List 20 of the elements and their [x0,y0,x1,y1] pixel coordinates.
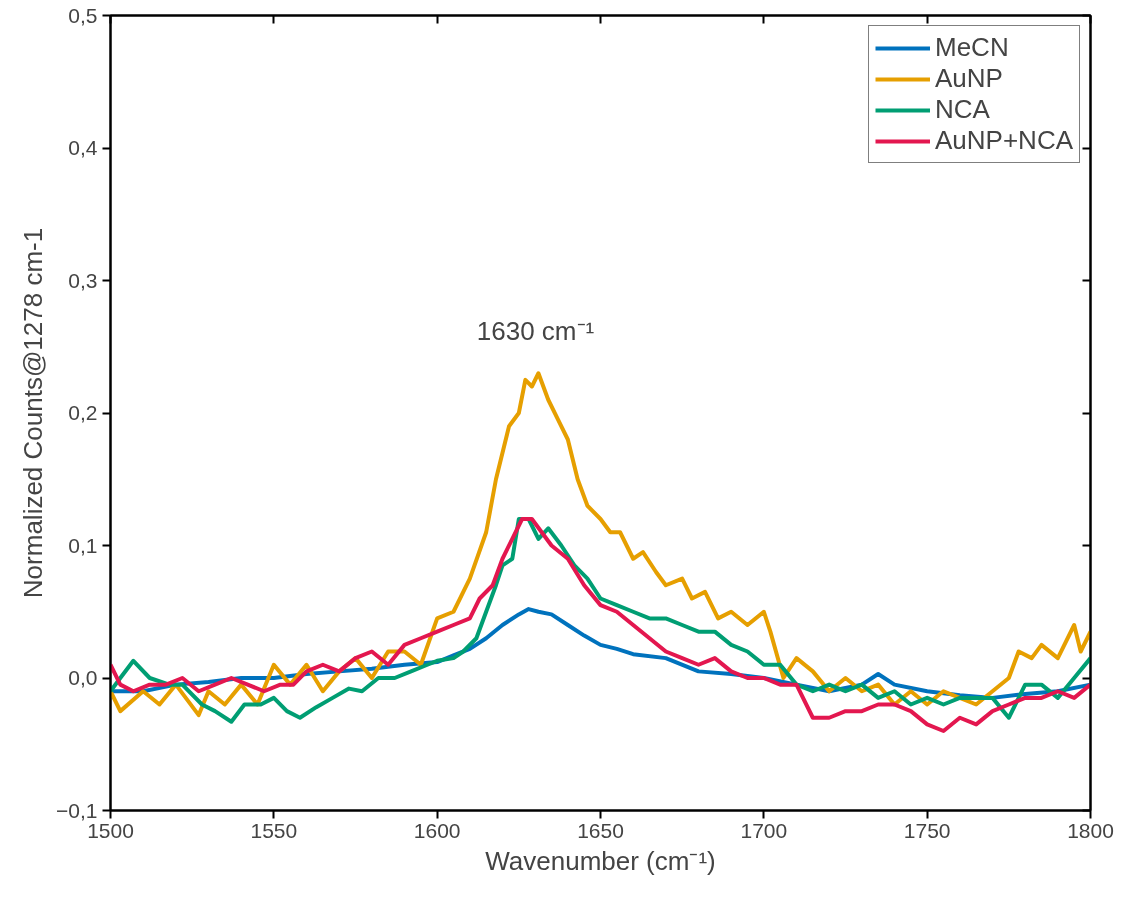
annotation: 1630 cm⁻¹ [476,315,595,346]
x-tick-label: 1650 [577,818,624,842]
legend-label: MeCN [935,32,1009,63]
x-tick-label: 1750 [903,818,951,842]
y-tick-label: 0,2 [68,401,98,424]
legend-label: AuNP [935,63,1003,94]
y-axis-title: Normalized Counts@1278 cm-1 [18,227,49,599]
line-series [110,371,1091,718]
x-tick-label: 1550 [250,818,298,842]
x-tick-label: 1800 [1067,818,1114,842]
y-tick-label: 0,1 [68,533,98,557]
y-tick-label: 0,3 [68,268,98,292]
y-tick-label: 0,5 [68,3,98,27]
y-tick-label: 0,4 [68,136,98,159]
x-tick-label: 1600 [413,818,461,842]
x-axis-title: Wavenumber (cm⁻¹) [485,845,716,876]
x-tick-label: 1700 [740,818,788,842]
legend-label: AuNP+NCA [935,125,1073,156]
y-tick-label: 0,0 [68,666,98,689]
legend-label: NCA [935,94,990,125]
